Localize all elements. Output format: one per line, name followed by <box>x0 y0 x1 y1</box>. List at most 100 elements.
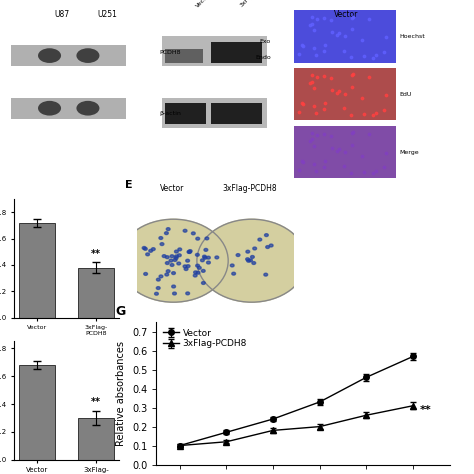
Point <box>358 94 366 101</box>
Point <box>313 73 320 81</box>
Point <box>312 52 319 59</box>
Circle shape <box>172 285 175 288</box>
Point <box>298 99 305 107</box>
Point <box>308 13 315 20</box>
Circle shape <box>156 278 160 281</box>
Legend: Vector, 3xFlag-PCDH8: Vector, 3xFlag-PCDH8 <box>161 327 249 350</box>
Point <box>299 42 307 50</box>
Point <box>308 71 315 78</box>
Point <box>308 136 315 143</box>
Point <box>327 16 335 24</box>
Bar <box>19 365 55 460</box>
Text: 3xFlag-PCDH8: 3xFlag-PCDH8 <box>239 0 274 8</box>
Bar <box>162 98 267 128</box>
Bar <box>294 10 396 63</box>
Text: U87: U87 <box>55 10 70 19</box>
Point <box>347 111 355 119</box>
Point <box>308 129 315 137</box>
Circle shape <box>198 266 201 269</box>
Circle shape <box>186 259 190 262</box>
Point <box>310 142 318 150</box>
Circle shape <box>207 256 210 259</box>
Point <box>321 100 329 107</box>
Bar <box>165 103 206 124</box>
Circle shape <box>183 265 187 268</box>
Circle shape <box>165 262 169 264</box>
Circle shape <box>251 255 254 258</box>
Circle shape <box>264 273 268 276</box>
Point <box>306 21 314 29</box>
Circle shape <box>159 237 163 239</box>
Circle shape <box>166 228 170 230</box>
Ellipse shape <box>76 48 100 63</box>
Point <box>327 74 335 82</box>
Point <box>308 78 315 85</box>
Point <box>380 48 388 55</box>
Circle shape <box>170 255 174 258</box>
Point <box>298 41 305 49</box>
Point <box>295 166 303 173</box>
Circle shape <box>144 247 147 250</box>
Point <box>373 51 380 59</box>
Text: Vector: Vector <box>334 10 359 19</box>
Point <box>348 129 356 137</box>
Point <box>313 131 320 139</box>
Point <box>365 15 373 22</box>
Circle shape <box>183 229 187 232</box>
Circle shape <box>174 255 178 258</box>
Point <box>333 31 341 39</box>
Point <box>365 131 373 138</box>
Circle shape <box>236 254 240 256</box>
Circle shape <box>118 219 228 302</box>
Text: β-actin: β-actin <box>160 111 182 116</box>
Point <box>348 14 356 21</box>
Bar <box>11 45 126 66</box>
Point <box>306 137 314 145</box>
Circle shape <box>186 264 190 267</box>
Point <box>382 149 390 157</box>
Point <box>310 26 318 34</box>
Circle shape <box>205 237 209 240</box>
Point <box>321 42 329 49</box>
Circle shape <box>252 262 255 264</box>
Text: Merge: Merge <box>399 150 419 155</box>
Point <box>335 29 343 36</box>
Circle shape <box>173 292 176 295</box>
Circle shape <box>188 250 192 253</box>
Point <box>370 170 377 177</box>
Bar <box>78 418 114 460</box>
Y-axis label: Relative absorbances: Relative absorbances <box>117 341 127 446</box>
Text: 3xFlag-PCDH8: 3xFlag-PCDH8 <box>223 184 277 193</box>
Point <box>295 50 303 57</box>
Circle shape <box>230 264 234 267</box>
Text: E: E <box>125 180 133 190</box>
Point <box>380 106 388 113</box>
Circle shape <box>196 237 200 240</box>
Point <box>348 72 356 79</box>
Point <box>349 71 357 78</box>
Bar <box>294 68 396 120</box>
Point <box>328 87 335 94</box>
Point <box>310 102 318 109</box>
Circle shape <box>191 232 195 235</box>
Circle shape <box>266 246 270 248</box>
Text: G: G <box>115 305 126 318</box>
Point <box>320 47 328 55</box>
Circle shape <box>170 264 174 266</box>
Circle shape <box>146 253 149 256</box>
Bar <box>294 126 396 178</box>
Point <box>360 53 368 60</box>
Text: Hoechst: Hoechst <box>399 34 425 39</box>
Point <box>382 91 390 99</box>
Text: Exo: Exo <box>260 39 271 44</box>
Circle shape <box>169 259 173 262</box>
Point <box>358 36 366 44</box>
Point <box>360 110 368 118</box>
Point <box>295 108 303 116</box>
Ellipse shape <box>76 101 100 116</box>
Point <box>370 54 377 62</box>
Ellipse shape <box>38 101 61 116</box>
Circle shape <box>246 250 250 253</box>
Circle shape <box>269 244 273 247</box>
Point <box>310 84 318 92</box>
